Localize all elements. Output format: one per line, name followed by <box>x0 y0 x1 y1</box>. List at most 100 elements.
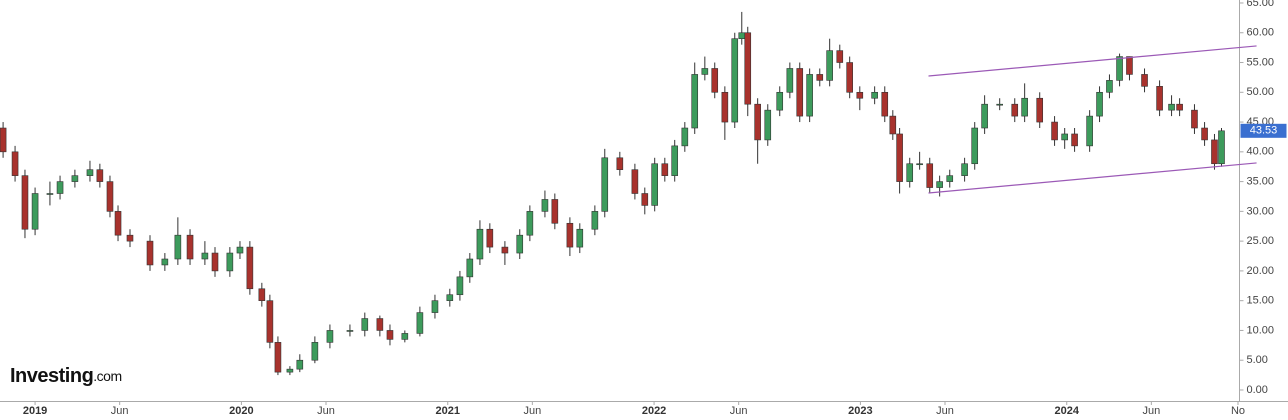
candle-body <box>996 103 1003 106</box>
candle-body <box>258 288 266 301</box>
x-tick-label: Jun <box>1142 405 1160 417</box>
candle-body <box>456 276 464 296</box>
candle-body <box>576 228 584 248</box>
candle-body <box>416 312 424 334</box>
x-tick-label: Jun <box>523 405 541 417</box>
candle-body <box>906 163 914 182</box>
candle-body <box>466 258 474 278</box>
candle-body <box>236 246 244 254</box>
x-tick-label: Jun <box>111 405 129 417</box>
candle-body <box>601 157 609 212</box>
candle-body <box>86 169 94 176</box>
candle-body <box>11 151 19 176</box>
candle-body <box>796 68 804 117</box>
candle-body <box>1116 56 1123 81</box>
candle-body <box>431 300 439 313</box>
candle-body <box>1201 127 1208 141</box>
candle-body <box>476 228 484 260</box>
y-tick-label: 30.00 <box>1247 205 1275 217</box>
x-tick-label: 2021 <box>436 405 460 417</box>
x-tick-label: No <box>1231 405 1245 417</box>
candle-body <box>721 91 729 123</box>
candle-body <box>1168 103 1175 111</box>
candle-body <box>1106 80 1113 93</box>
candle-body <box>651 163 658 206</box>
candle-body <box>361 318 369 331</box>
x-tick-label: 2019 <box>23 405 47 417</box>
x-tick-label: 2020 <box>229 405 253 417</box>
x-tick-label: Jun <box>317 405 335 417</box>
watermark: Investing.com <box>10 365 122 387</box>
candle-body <box>836 50 844 63</box>
x-tick-label: Jun <box>730 405 748 417</box>
candle-body <box>1191 109 1198 129</box>
candle-body <box>776 91 784 111</box>
candle-body <box>106 181 114 212</box>
y-tick-label: 5.00 <box>1247 354 1268 366</box>
candle-body <box>0 127 7 153</box>
candle-body <box>296 359 304 370</box>
candle-body <box>376 318 384 331</box>
candle-body <box>846 62 853 93</box>
candle-body <box>896 133 903 182</box>
candle-body <box>266 300 274 343</box>
watermark-name: Investing <box>10 365 93 387</box>
x-tick-label: Jun <box>936 405 954 417</box>
candle-body <box>691 74 699 129</box>
y-tick-label: 35.00 <box>1247 176 1275 188</box>
candle-body <box>764 109 772 141</box>
candle-body <box>1011 103 1019 117</box>
y-tick-label: 40.00 <box>1247 146 1275 158</box>
candle-body <box>326 330 334 343</box>
candle-body <box>701 68 709 75</box>
y-tick-label: 25.00 <box>1247 235 1275 247</box>
y-tick-label: 65.00 <box>1247 0 1275 9</box>
candle-body <box>226 252 234 272</box>
candle-body <box>246 246 254 290</box>
candle-body <box>1071 133 1078 147</box>
candle-body <box>501 246 509 254</box>
candle-body <box>161 258 169 266</box>
trendline <box>928 45 1257 77</box>
candle-body <box>286 368 294 373</box>
candle-body <box>871 91 878 99</box>
candle-body <box>486 228 494 248</box>
candle-body <box>806 74 813 117</box>
candle-body <box>961 163 968 176</box>
candle-body <box>816 74 824 81</box>
y-tick-label: 10.00 <box>1247 324 1275 336</box>
y-tick-label: 55.00 <box>1247 56 1275 68</box>
candle-body <box>71 175 79 182</box>
candle-body <box>616 157 624 170</box>
candle-body <box>114 211 122 236</box>
candle-body <box>744 32 752 105</box>
candle-body <box>21 175 29 230</box>
candle-body <box>446 294 454 301</box>
candle-body <box>786 68 794 93</box>
candle-body <box>981 103 988 129</box>
x-tick-label: 2022 <box>642 405 666 417</box>
trendline <box>928 162 1257 194</box>
candle-body <box>274 342 282 373</box>
candle-body <box>971 127 979 165</box>
candle-body <box>516 234 524 254</box>
candle-body <box>1126 56 1133 75</box>
candle-body <box>631 169 639 194</box>
candle-body <box>551 199 559 224</box>
candle-body <box>401 333 409 340</box>
candle-body <box>711 68 719 93</box>
candle-body <box>186 234 194 260</box>
candle-body <box>889 115 897 135</box>
candle-body <box>926 163 934 188</box>
candle-body <box>681 127 689 147</box>
candle-body <box>211 252 219 272</box>
candle-body <box>1036 97 1044 123</box>
candle-body <box>731 38 739 123</box>
y-tick-label: 15.00 <box>1247 295 1275 307</box>
candle-body <box>1096 91 1103 117</box>
watermark-suffix: .com <box>93 368 121 384</box>
candle-body <box>566 222 574 248</box>
candle-body <box>936 181 943 188</box>
candle-body <box>738 32 746 40</box>
